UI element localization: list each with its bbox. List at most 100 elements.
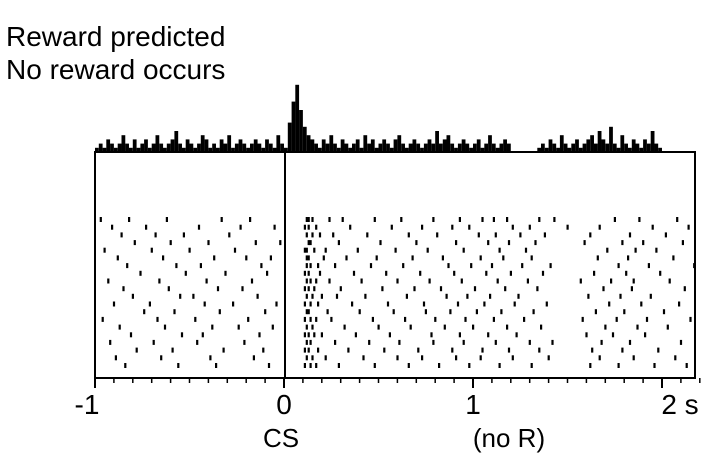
spike-tick — [653, 363, 656, 368]
spike-tick — [305, 355, 308, 361]
spike-tick — [551, 339, 554, 345]
histogram-bar — [631, 139, 636, 152]
spike-tick — [619, 293, 622, 299]
spike-tick — [305, 263, 308, 269]
spike-tick — [303, 363, 306, 368]
spike-tick — [305, 324, 308, 330]
spike-tick — [402, 263, 405, 269]
spike-tick — [466, 293, 469, 299]
spike-tick — [475, 309, 478, 315]
spike-tick — [373, 217, 376, 222]
chart-title-line-1: Reward predicted — [6, 21, 226, 52]
spike-tick — [330, 316, 333, 322]
spike-tick — [479, 355, 482, 361]
spike-tick — [421, 355, 424, 361]
spike-tick — [536, 286, 539, 292]
histogram-bar — [310, 139, 315, 152]
histogram-bar — [367, 143, 371, 152]
spike-tick — [150, 247, 153, 253]
histogram-bar — [359, 147, 364, 152]
spike-tick — [458, 332, 461, 338]
spike-tick — [99, 217, 102, 222]
spike-tick — [632, 278, 635, 284]
spike-tick — [432, 217, 435, 222]
spike-tick — [313, 247, 316, 253]
x-tick-label: -1 — [75, 389, 100, 420]
spike-tick — [114, 355, 117, 361]
histogram-bar — [575, 139, 579, 152]
spike-tick — [666, 324, 669, 330]
spike-tick — [305, 293, 308, 299]
spike-tick — [415, 240, 418, 246]
spike-tick — [436, 232, 439, 238]
spike-tick — [313, 286, 316, 292]
histogram-bar — [140, 143, 145, 152]
spike-tick — [606, 247, 609, 253]
spike-tick — [303, 247, 306, 253]
spike-tick — [216, 286, 220, 292]
spike-tick — [328, 217, 331, 222]
spike-tick — [305, 217, 308, 222]
spike-tick — [303, 286, 306, 292]
spike-tick — [538, 347, 541, 353]
spike-tick — [659, 270, 662, 276]
histogram-bar — [382, 139, 387, 152]
spike-tick — [472, 324, 475, 330]
histogram-bar — [268, 143, 273, 152]
spike-tick — [354, 332, 357, 338]
histogram-bar — [197, 143, 201, 152]
histogram-bar — [325, 143, 330, 152]
spike-tick — [445, 293, 448, 299]
spike-tick — [303, 224, 306, 230]
histogram-bar — [559, 135, 564, 152]
histogram-bar — [299, 110, 303, 152]
spike-tick — [309, 363, 312, 368]
spike-tick — [481, 217, 484, 222]
spike-tick — [388, 332, 391, 338]
spike-tick — [547, 355, 550, 361]
spike-tick — [101, 316, 104, 322]
histogram-bar — [439, 143, 443, 152]
spike-tick — [239, 224, 242, 230]
histogram-bar — [284, 147, 288, 152]
histogram-bar — [503, 139, 507, 152]
spike-tick — [250, 278, 254, 284]
spike-tick — [462, 339, 465, 345]
histogram-bar — [457, 143, 462, 152]
histogram-bar — [257, 143, 262, 152]
histogram-bar — [231, 147, 235, 152]
spike-tick — [432, 339, 435, 345]
spike-tick — [313, 332, 316, 338]
x-tick-label: 2 s — [661, 389, 698, 420]
spike-tick — [129, 332, 133, 338]
histogram-bar — [628, 147, 632, 152]
histogram-bar — [541, 143, 545, 152]
spike-tick — [364, 293, 367, 299]
spike-tick — [279, 240, 282, 246]
spike-tick — [303, 301, 306, 307]
spike-tick — [320, 332, 323, 338]
spike-tick — [131, 293, 134, 299]
x-tick-label: 1 — [465, 389, 481, 420]
histogram-bar — [548, 139, 553, 152]
spike-tick — [630, 286, 633, 292]
spike-tick — [315, 316, 318, 322]
spike-tick — [407, 232, 410, 238]
spike-tick — [368, 339, 371, 345]
spike-tick — [386, 301, 390, 307]
histogram-bar — [484, 143, 489, 152]
spike-tick — [303, 270, 306, 276]
spike-tick — [177, 363, 180, 368]
spike-tick — [334, 263, 337, 269]
spike-tick — [307, 255, 310, 261]
spike-tick — [107, 278, 110, 284]
spike-tick — [317, 347, 320, 353]
spike-tick — [171, 347, 174, 353]
spike-tick — [530, 255, 533, 261]
spike-tick — [528, 224, 531, 230]
spike-tick — [509, 270, 512, 276]
spike-tick — [188, 247, 191, 253]
spike-tick — [122, 286, 125, 292]
spike-tick — [515, 332, 518, 338]
spike-tick — [167, 286, 170, 292]
